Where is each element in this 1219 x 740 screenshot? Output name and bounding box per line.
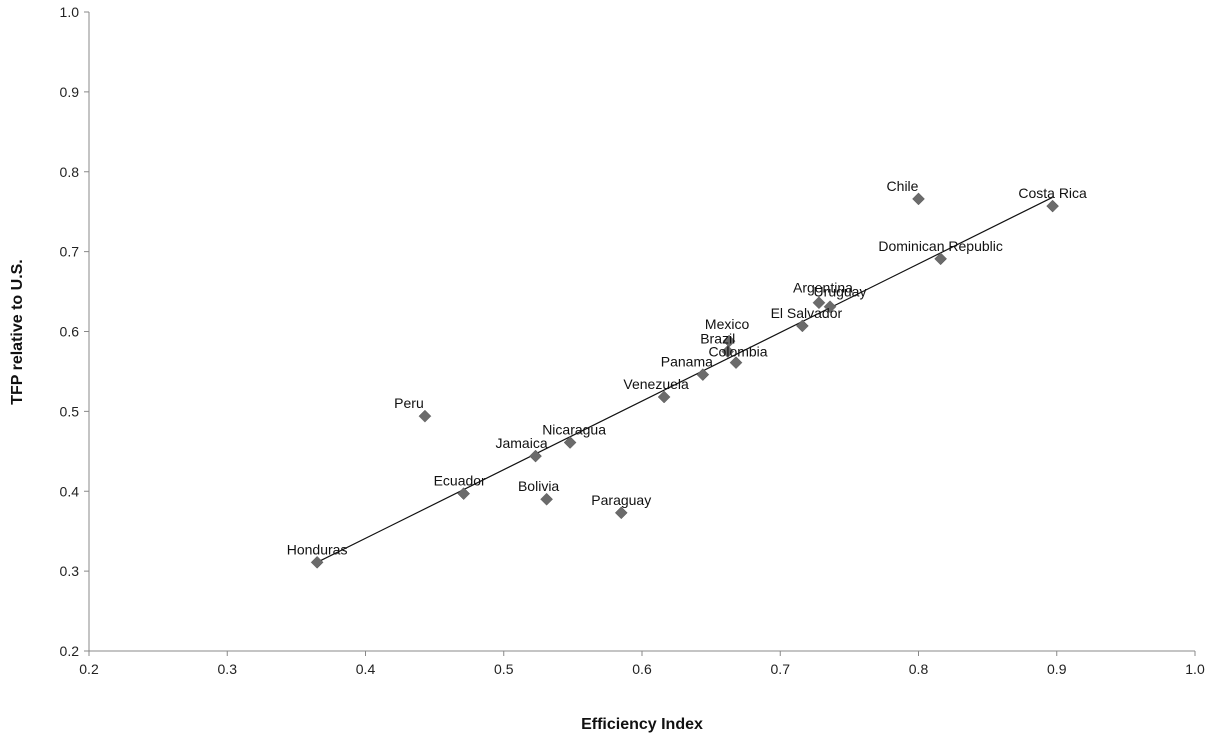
x-tick-label: 0.6 xyxy=(632,661,652,677)
point-label: Dominican Republic xyxy=(878,238,1003,254)
point-label: Paraguay xyxy=(591,492,651,508)
data-point xyxy=(796,319,809,333)
x-axis-title: Efficiency Index xyxy=(581,716,703,733)
point-label: Nicaragua xyxy=(542,422,606,438)
data-point xyxy=(657,390,671,404)
x-tick-label: 0.4 xyxy=(356,661,376,677)
point-label: Costa Rica xyxy=(1018,185,1087,201)
data-point xyxy=(912,192,925,206)
data-points xyxy=(310,192,1059,569)
x-tick-label: 0.7 xyxy=(771,661,791,677)
point-label: Venezuela xyxy=(623,376,689,392)
point-label: Honduras xyxy=(287,541,348,557)
data-point xyxy=(614,506,628,520)
x-tick-label: 0.9 xyxy=(1047,661,1067,677)
data-point xyxy=(540,492,553,506)
x-tick-label: 0.5 xyxy=(494,661,514,677)
y-tick-label: 0.4 xyxy=(60,483,80,499)
point-labels: Honduras Ecuador Peru Jamaica Bolivia Nicarag… xyxy=(287,178,1087,557)
data-point xyxy=(310,555,324,569)
point-label: Ecuador xyxy=(434,473,486,489)
trend-line xyxy=(316,196,1053,563)
x-tick-label: 0.8 xyxy=(909,661,929,677)
point-label: Mexico xyxy=(705,316,750,332)
data-point xyxy=(529,449,542,463)
x-ticks: 0.2 0.3 0.4 0.5 0.6 0.7 0.8 0.9 1.0 xyxy=(79,651,1205,677)
data-point xyxy=(721,345,735,358)
x-tick-label: 1.0 xyxy=(1185,661,1205,677)
point-label: Jamaica xyxy=(495,435,547,451)
y-tick-label: 0.5 xyxy=(60,403,80,419)
y-tick-label: 0.9 xyxy=(60,84,80,100)
point-label: Uruguay xyxy=(814,284,867,300)
data-point xyxy=(812,296,826,310)
y-tick-label: 1.0 xyxy=(60,4,80,20)
point-label: El Salvador xyxy=(771,305,843,321)
data-point xyxy=(696,368,710,381)
data-point xyxy=(823,300,837,314)
y-ticks: 0.2 0.3 0.4 0.5 0.6 0.7 0.8 0.9 1.0 xyxy=(60,4,89,659)
data-point xyxy=(934,252,947,266)
x-tick-label: 0.3 xyxy=(218,661,238,677)
data-point xyxy=(1046,199,1059,213)
data-point xyxy=(729,356,743,370)
point-label: Argentina xyxy=(793,280,853,296)
data-point xyxy=(418,409,432,423)
point-label: Colombia xyxy=(708,344,767,360)
axes xyxy=(88,12,1195,652)
data-point xyxy=(722,334,736,348)
data-point xyxy=(563,436,577,449)
y-axis-title: TFP relative to U.S. xyxy=(9,259,26,405)
y-tick-label: 0.8 xyxy=(60,164,80,180)
x-tick-label: 0.2 xyxy=(79,661,99,677)
data-point xyxy=(457,487,471,500)
y-tick-label: 0.6 xyxy=(60,324,80,340)
point-label: Bolivia xyxy=(518,478,559,494)
point-label: Chile xyxy=(887,178,919,194)
y-tick-label: 0.3 xyxy=(60,563,80,579)
point-label: Panama xyxy=(661,354,713,370)
point-label: Peru xyxy=(394,395,424,411)
point-label: Brazil xyxy=(700,330,735,346)
y-tick-label: 0.7 xyxy=(60,244,80,260)
y-tick-label: 0.2 xyxy=(60,643,80,659)
